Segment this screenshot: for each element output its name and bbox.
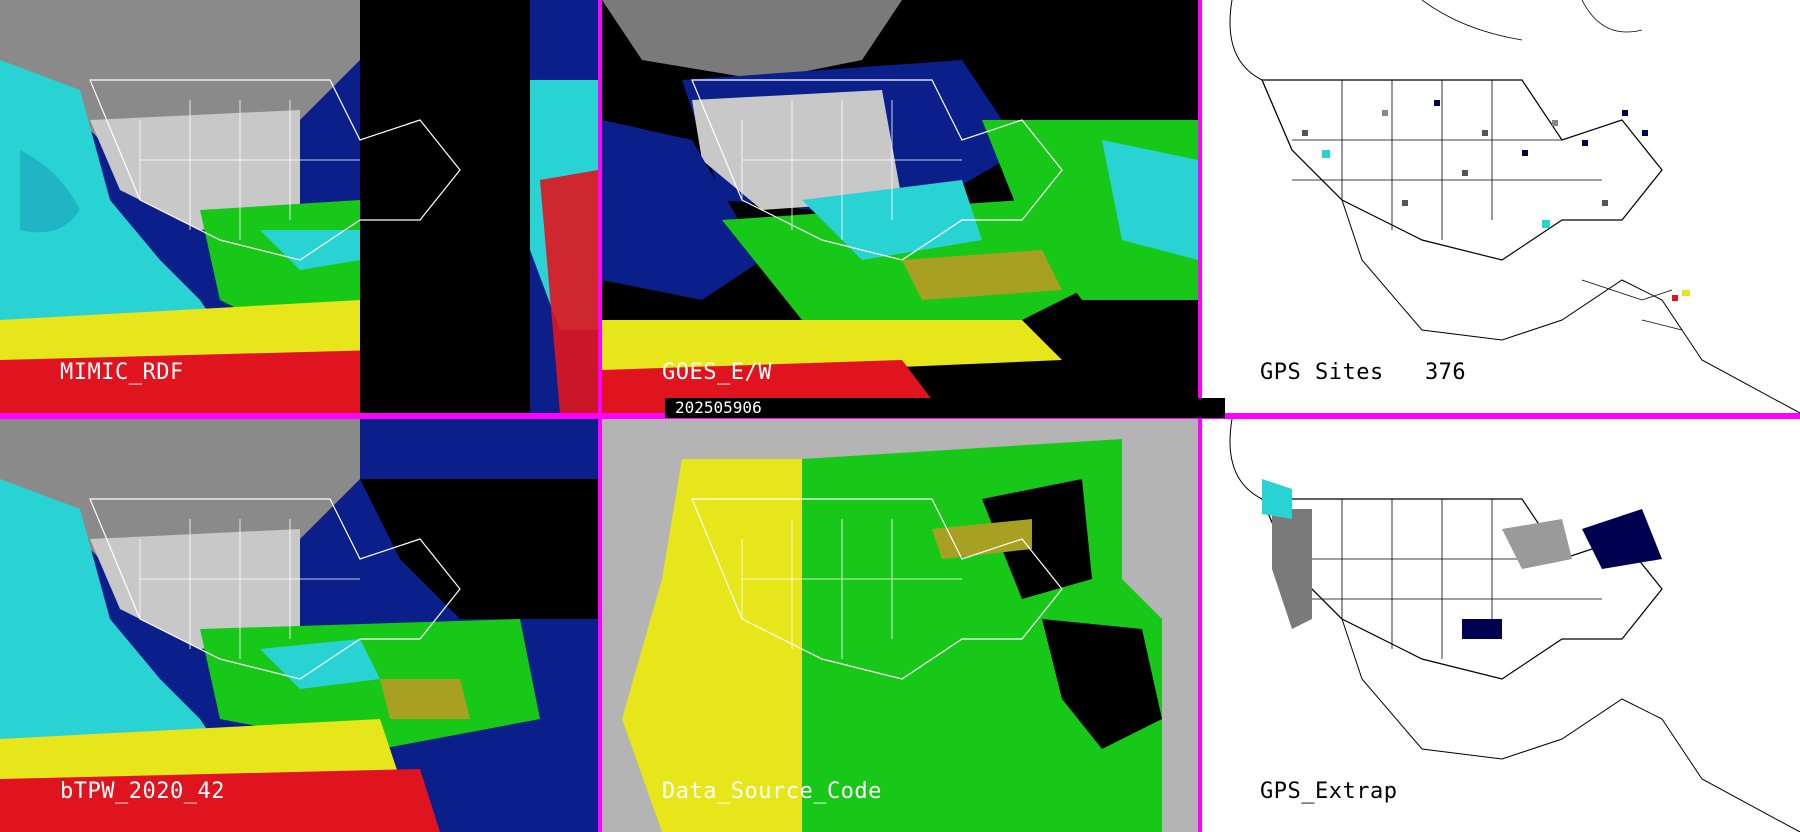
panel-label: GPS Sites 376 (1260, 360, 1467, 385)
panel-btpw: bTPW_2020_42 (0, 419, 598, 832)
panel-label: GPS_Extrap (1260, 779, 1398, 804)
panel-gps-sites: GPS Sites 376 (1202, 0, 1800, 413)
panel-label: GOES_E/W (662, 360, 772, 385)
gps-extrap-map (1202, 419, 1800, 832)
goes-ew-map (602, 0, 1198, 413)
panel-label: bTPW_2020_42 (60, 779, 225, 804)
data-source-code-map (602, 419, 1198, 832)
btpw-map (0, 419, 598, 832)
timestamp-bar: 202505906 (665, 398, 1225, 418)
panel-mimic-rdf: MIMIC_RDF (0, 0, 598, 413)
panel-label: MIMIC_RDF (60, 360, 184, 385)
gps-sites-map (1202, 0, 1800, 413)
mimic-rdf-map (0, 0, 598, 413)
panel-data-source-code: Data_Source_Code (602, 419, 1198, 832)
panel-label: Data_Source_Code (662, 779, 882, 804)
panel-goes-ew: GOES_E/W (602, 0, 1198, 413)
panel-gps-extrap: GPS_Extrap (1202, 419, 1800, 832)
